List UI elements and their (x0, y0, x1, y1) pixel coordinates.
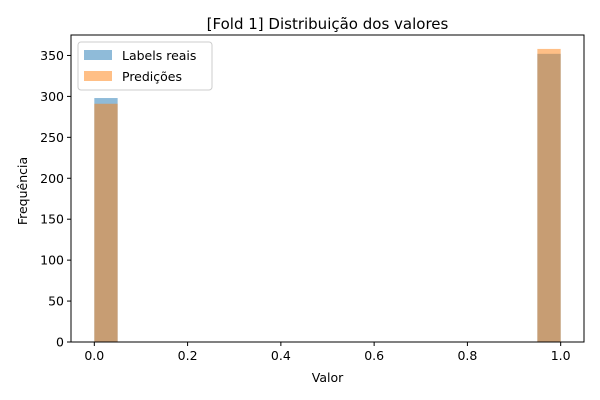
y-axis-label: Frequência (15, 157, 30, 225)
x-axis: 0.0 0.2 0.4 0.6 0.8 1.0 (84, 342, 571, 363)
y-tick-label: 300 (40, 89, 64, 104)
legend-swatch-labels-reais (84, 50, 112, 60)
y-axis: 0 50 100 150 200 250 300 350 (40, 48, 71, 350)
bar-predicoes-1 (537, 48, 561, 343)
x-tick-label: 0.0 (84, 348, 104, 363)
y-tick-label: 0 (56, 335, 64, 350)
bar-predicoes-0 (94, 103, 118, 342)
legend: Labels reais Predições (77, 41, 213, 91)
legend-label-predicoes: Predições (122, 69, 182, 84)
y-tick-label: 100 (40, 253, 64, 268)
x-tick-label: 0.4 (271, 348, 291, 363)
y-tick-label: 50 (48, 294, 64, 309)
y-tick-label: 150 (40, 212, 64, 227)
x-tick-label: 0.8 (457, 348, 477, 363)
x-tick-label: 1.0 (551, 348, 571, 363)
bars-layer (94, 48, 561, 343)
y-tick-label: 250 (40, 130, 64, 145)
y-tick-label: 200 (40, 171, 64, 186)
x-axis-label: Valor (312, 370, 344, 385)
y-tick-label: 350 (40, 48, 64, 63)
legend-swatch-predicoes (84, 71, 112, 81)
plot-frame (70, 34, 585, 343)
x-tick-label: 0.2 (178, 348, 198, 363)
legend-label-labels-reais: Labels reais (122, 48, 196, 63)
x-tick-label: 0.6 (364, 348, 384, 363)
chart-title: [Fold 1] Distribuição dos valores (207, 15, 449, 33)
